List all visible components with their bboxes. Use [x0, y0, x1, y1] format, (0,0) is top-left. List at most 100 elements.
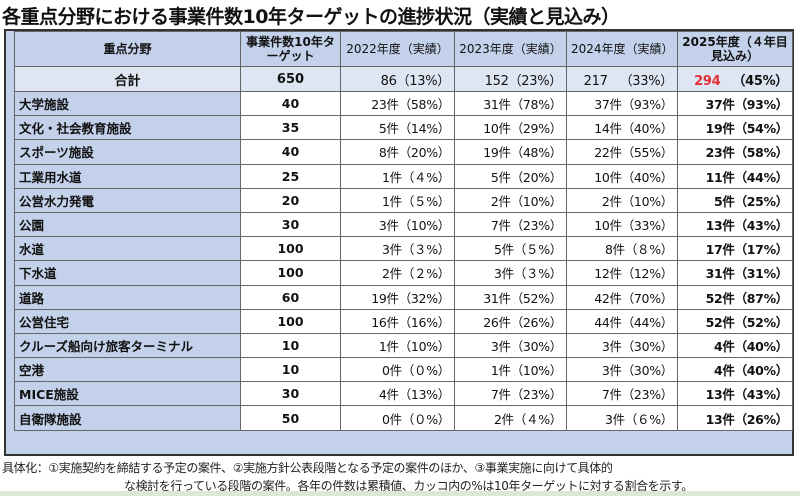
- value-2023: 5件（５%）: [454, 236, 567, 262]
- table-row: 道路 60 19件（32%） 31件（52%） 42件（70%） 52件（87%）: [14, 284, 793, 310]
- progress-table-container: 重点分野 事業件数10年ターゲット 2022年度（実績） 2023年度（実績） …: [4, 29, 794, 456]
- total-2023-count: 152: [484, 73, 509, 89]
- value-2023: 31件（78%）: [454, 90, 567, 117]
- footnote-line-1: 具体化：①実施契約を締結する予定の案件、②実施方針公表段階となる予定の案件のほか…: [2, 461, 613, 475]
- table-row: スポーツ施設 40 8件（20%） 19件（48%） 22件（55%） 23件（58%）: [14, 139, 793, 165]
- table-row: 公営住宅 100 16件（16%） 26件（26%） 44件（44%） 52件（52%）: [14, 308, 793, 334]
- table-row: 公営水力発電 20 1件（５%） 2件（10%） 2件（10%） 5件（25%）: [14, 187, 793, 213]
- table-row: 自衛隊施設 50 0件（０%） 2件（４%） 3件（６%） 13件（26%）: [14, 405, 793, 431]
- header-2024: 2024年度（実績）: [566, 31, 678, 67]
- value-2023: 1件（10%）: [454, 357, 567, 383]
- category-name: 水道: [14, 236, 241, 262]
- header-2022: 2022年度（実績）: [340, 31, 455, 67]
- value-2023: 5件（20%）: [454, 163, 567, 189]
- category-name: 自衛隊施設: [14, 405, 241, 431]
- value-2024: 44件（44%）: [566, 308, 678, 334]
- category-name: 大学施設: [14, 90, 241, 117]
- value-2025: 37件（93%）: [677, 90, 793, 117]
- footnote: 具体化：①実施契約を締結する予定の案件、②実施方針公表段階となる予定の案件のほか…: [2, 459, 693, 495]
- total-2022-pct: （13%）: [396, 73, 451, 89]
- table-row: 空港 10 0件（０%） 1件（10%） 3件（30%） 4件（40%）: [14, 357, 793, 383]
- category-name: 道路: [14, 284, 241, 310]
- value-2023: 19件（48%）: [454, 139, 567, 165]
- value-2023: 3件（30%）: [454, 332, 567, 359]
- value-2025: 17件（17%）: [677, 236, 793, 262]
- table-row: 公園 30 3件（10%） 7件（23%） 10件（33%） 13件（43%）: [14, 211, 793, 238]
- value-2024: 12件（12%）: [566, 260, 678, 286]
- value-2022: 5件（14%）: [340, 115, 455, 141]
- total-row: 合計 650 86（13%） 152（23%） 217 （33%） 294 （45%…: [14, 66, 793, 92]
- value-2023: 2件（４%）: [454, 405, 567, 431]
- value-2025: 19件（54%）: [677, 115, 793, 141]
- value-2022: 0件（０%）: [340, 405, 455, 431]
- value-2025: 5件（25%）: [677, 187, 793, 213]
- target-value: 60: [240, 284, 341, 310]
- value-2024: 3件（30%）: [566, 357, 678, 383]
- value-2022: 1件（４%）: [340, 163, 455, 189]
- value-2025: 4件（40%）: [677, 357, 793, 383]
- value-2024: 37件（93%）: [566, 90, 678, 117]
- value-2024: 10件（40%）: [566, 163, 678, 189]
- value-2023: 26件（26%）: [454, 308, 567, 334]
- value-2022: 2件（２%）: [340, 260, 455, 286]
- value-2024: 3件（30%）: [566, 332, 678, 359]
- total-2025-pct: （45%）: [732, 73, 788, 89]
- value-2024: 42件（70%）: [566, 284, 678, 310]
- target-value: 10: [240, 332, 341, 359]
- value-2024: 2件（10%）: [566, 187, 678, 213]
- table-row: 文化・社会教育施設 35 5件（14%） 10件（29%） 14件（40%） 19件（54…: [14, 115, 793, 141]
- target-value: 20: [240, 187, 341, 213]
- category-name: クルーズ船向け旅客ターミナル: [14, 332, 241, 359]
- total-2022-count: 86: [380, 73, 397, 89]
- value-2023: 7件（23%）: [454, 211, 567, 238]
- total-2023: 152（23%）: [454, 66, 567, 92]
- category-name: 工業用水道: [14, 163, 241, 189]
- value-2025: 52件（52%）: [677, 308, 793, 334]
- value-2023: 10件（29%）: [454, 115, 567, 141]
- table-row: 工業用水道 25 1件（４%） 5件（20%） 10件（40%） 11件（44%）: [14, 163, 793, 189]
- header-2023: 2023年度（実績）: [454, 31, 567, 67]
- value-2025: 13件（43%）: [677, 211, 793, 238]
- value-2022: 19件（32%）: [340, 284, 455, 310]
- header-target: 事業件数10年ターゲット: [240, 31, 341, 67]
- value-2023: 3件（３%）: [454, 260, 567, 286]
- value-2022: 3件（３%）: [340, 236, 455, 262]
- table-row: 下水道 100 2件（２%） 3件（３%） 12件（12%） 31件（31%）: [14, 260, 793, 286]
- total-2024: 217 （33%）: [566, 66, 678, 92]
- total-2025-count: 294: [694, 73, 721, 89]
- table-row: 大学施設 40 23件（58%） 31件（78%） 37件（93%） 37件（93%）: [14, 90, 793, 117]
- value-2023: 31件（52%）: [454, 284, 567, 310]
- value-2025: 13件（26%）: [677, 405, 793, 431]
- target-value: 40: [240, 139, 341, 165]
- target-value: 30: [240, 211, 341, 238]
- category-name: 下水道: [14, 260, 241, 286]
- bottom-strip: [0, 491, 800, 496]
- footnote-line-2: な検討を行っている段階の案件。各年の件数は累積値、カッコ内の%は10年ターゲット…: [124, 479, 693, 493]
- total-2024-count: 217: [583, 73, 608, 89]
- target-value: 100: [240, 308, 341, 334]
- category-name: 公営住宅: [14, 308, 241, 334]
- total-2025: 294 （45%）: [677, 66, 793, 92]
- target-value: 100: [240, 236, 341, 262]
- value-2022: 1件（10%）: [340, 332, 455, 359]
- target-value: 35: [240, 115, 341, 141]
- category-name: 文化・社会教育施設: [14, 115, 241, 141]
- value-2023: 7件（23%）: [454, 381, 567, 407]
- header-2025: 2025年度（４年目見込み）: [677, 31, 793, 67]
- total-2024-pct: （33%）: [619, 73, 674, 89]
- category-name: スポーツ施設: [14, 139, 241, 165]
- value-2022: 8件（20%）: [340, 139, 455, 165]
- table-row: MICE施設 30 4件（13%） 7件（23%） 7件（23%） 13件（43%）: [14, 381, 793, 407]
- value-2022: 1件（５%）: [340, 187, 455, 213]
- value-2022: 4件（13%）: [340, 381, 455, 407]
- value-2022: 0件（０%）: [340, 357, 455, 383]
- value-2025: 31件（31%）: [677, 260, 793, 286]
- table-row: クルーズ船向け旅客ターミナル 10 1件（10%） 3件（30%） 3件（30%） 4件（…: [14, 332, 793, 359]
- target-value: 50: [240, 405, 341, 431]
- value-2025: 11件（44%）: [677, 163, 793, 189]
- total-2023-pct: （23%）: [508, 73, 563, 89]
- category-name: 空港: [14, 357, 241, 383]
- value-2024: 10件（33%）: [566, 211, 678, 238]
- value-2022: 16件（16%）: [340, 308, 455, 334]
- target-value: 10: [240, 357, 341, 383]
